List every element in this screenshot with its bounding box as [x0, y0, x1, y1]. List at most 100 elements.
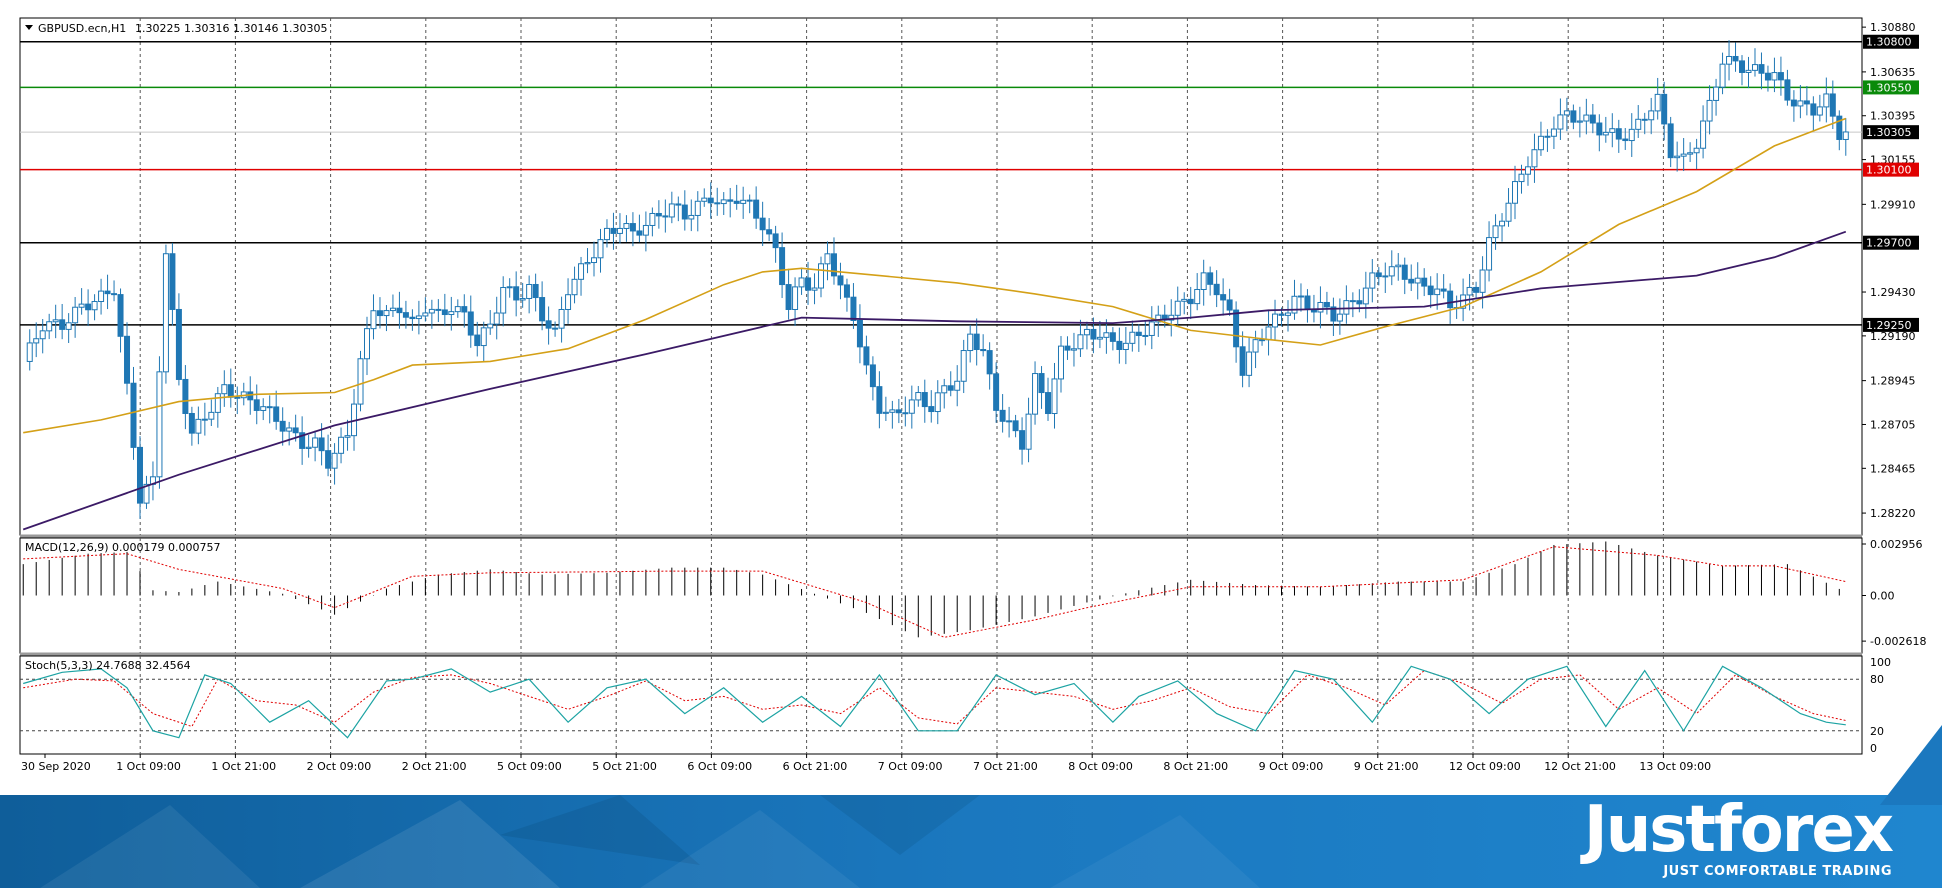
candle-bearish [1836, 115, 1843, 140]
candle-bullish [623, 223, 630, 229]
candle-bearish [299, 432, 306, 449]
candle-bullish [1499, 220, 1506, 227]
candle-bullish [1576, 120, 1583, 123]
candle-bullish [1550, 128, 1557, 137]
candle-bullish [616, 227, 623, 234]
chart-ohlc: 1.30225 1.30316 1.30146 1.30305 [135, 22, 327, 35]
candle-bearish [1304, 295, 1311, 310]
candle-bullish [818, 263, 825, 289]
stoch-main-line [23, 665, 1846, 739]
candle-bullish [500, 287, 507, 314]
candle-bearish [1090, 328, 1097, 340]
candle-bullish [694, 200, 701, 216]
stoch-title: Stoch(5,3,3) 24.7688 32.4564 [25, 659, 191, 672]
candle-bearish [629, 223, 636, 232]
candle-bullish [565, 294, 572, 310]
candle-bullish [1648, 110, 1655, 121]
candle-bullish [584, 262, 591, 265]
candle-bullish [201, 418, 208, 421]
candle-bearish [993, 373, 1000, 411]
candle-bearish [902, 412, 909, 415]
candle-bullish [1025, 413, 1032, 450]
candle-bullish [1343, 300, 1350, 315]
candle-bullish [1706, 99, 1713, 122]
y-tick-label: 1.29910 [1870, 198, 1916, 211]
candle-bullish [882, 411, 889, 414]
candle-bullish [1148, 321, 1155, 336]
candle-bearish [130, 382, 137, 448]
candle-bullish [688, 214, 695, 220]
candle-bearish [325, 450, 332, 469]
candle-bullish [1174, 300, 1181, 316]
candle-bullish [1751, 64, 1758, 71]
candle-bullish [746, 199, 753, 202]
candle-bearish [1777, 72, 1784, 81]
panel-frame-1 [19, 17, 1863, 536]
candle-bullish [428, 308, 435, 314]
candle-bullish [668, 203, 675, 218]
x-tick-label: 30 Sep 2020 [21, 760, 91, 773]
candle-bullish [1083, 328, 1090, 336]
footer-banner [0, 795, 1942, 888]
candle-bearish [169, 253, 176, 310]
candle-bearish [124, 335, 131, 384]
candle-bearish [610, 227, 617, 234]
candle-bullish [162, 253, 169, 373]
price-level-label: 1.30100 [1866, 164, 1912, 177]
candle-bullish [1713, 86, 1720, 101]
candle-bullish [260, 406, 267, 411]
candle-bullish [720, 199, 727, 205]
candle-bullish [1077, 334, 1084, 350]
candle-bearish [973, 333, 980, 351]
candle-bullish [389, 307, 396, 312]
candle-bearish [396, 307, 403, 314]
candle-bullish [889, 409, 896, 413]
candle-bullish [1719, 63, 1726, 88]
candle-bullish [454, 306, 461, 313]
candle-bullish [1816, 106, 1823, 116]
candle-bearish [928, 406, 935, 413]
x-tick-label: 8 Oct 21:00 [1163, 760, 1228, 773]
candle-bearish [1440, 288, 1447, 292]
price-level-tag [1863, 162, 1919, 177]
candle-bearish [1109, 332, 1116, 342]
candle-bullish [415, 315, 422, 320]
candle-bullish [1745, 69, 1752, 73]
candle-bearish [292, 427, 299, 434]
candle-bearish [1375, 272, 1382, 278]
candle-bearish [175, 308, 182, 380]
candle-bullish [1512, 181, 1519, 204]
candle-bullish [370, 310, 377, 330]
candle-bullish [448, 311, 455, 316]
candle-bearish [1356, 300, 1363, 305]
x-tick-label: 12 Oct 21:00 [1544, 760, 1616, 773]
candle-bullish [1317, 301, 1324, 313]
candle-bullish [1635, 118, 1642, 130]
candle-bearish [1207, 272, 1214, 285]
candle-bearish [266, 406, 273, 409]
candle-bearish [104, 290, 111, 295]
candle-bullish [78, 303, 85, 308]
candle-bearish [513, 286, 520, 301]
candle-bullish [1200, 272, 1207, 290]
candle-bearish [1012, 420, 1019, 432]
candle-bearish [117, 294, 124, 337]
macd-title: MACD(12,26,9) 0.000179 0.000757 [25, 541, 221, 554]
y-tick-label: 1.29430 [1870, 286, 1916, 299]
candle-bearish [1064, 345, 1071, 351]
candle-bearish [1732, 55, 1739, 62]
candle-bullish [214, 393, 221, 413]
candle-bullish [312, 437, 319, 448]
candle-bullish [52, 319, 59, 323]
candle-bearish [1401, 264, 1408, 280]
price-level-tag [1863, 80, 1919, 95]
candle-bullish [1726, 55, 1733, 65]
candle-bullish [1771, 72, 1778, 81]
candle-bearish [1239, 346, 1246, 376]
candle-bullish [1265, 326, 1272, 341]
candle-bullish [91, 301, 98, 311]
candle-bearish [59, 319, 66, 330]
candle-bearish [675, 203, 682, 206]
candle-bullish [1518, 173, 1525, 183]
candle-bullish [1006, 420, 1013, 423]
